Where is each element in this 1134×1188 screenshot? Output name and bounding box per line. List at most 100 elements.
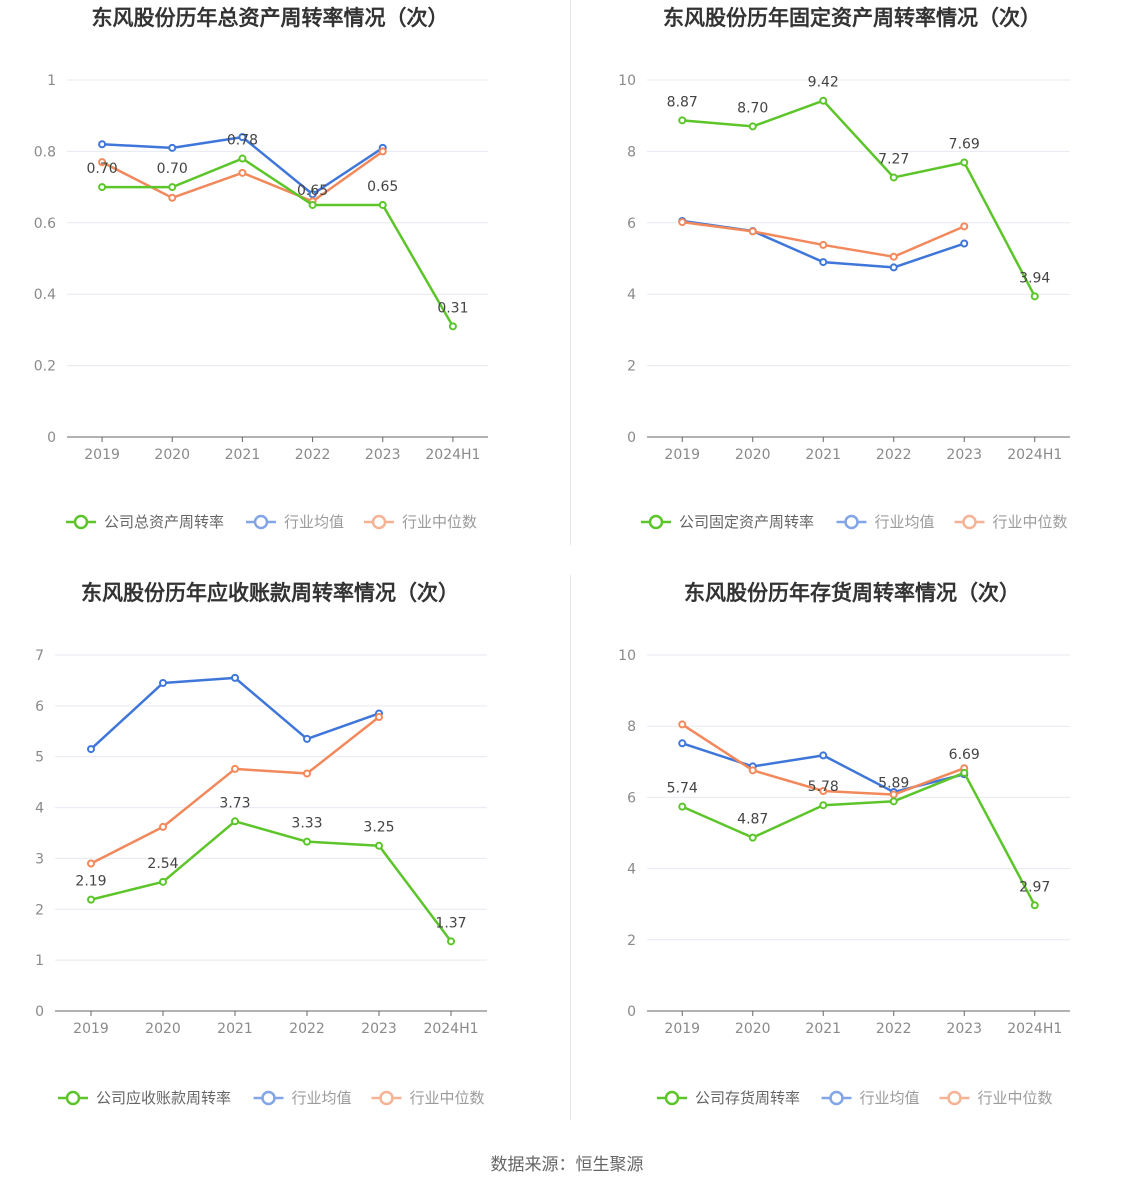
data-point-company (1030, 292, 1039, 301)
data-point-company (375, 841, 383, 850)
y-tick-label: 5 (35, 750, 44, 766)
y-tick-label: 1 (35, 953, 44, 969)
y-tick-label: 8 (627, 144, 636, 160)
data-label: 0.78 (227, 133, 258, 149)
data-point-company (231, 817, 239, 826)
x-tick-label: 2024H1 (425, 447, 480, 463)
data-point-median (748, 766, 757, 775)
y-tick-label: 4 (627, 287, 636, 303)
chart-panel-inventory-turnover: 东风股份历年存货周转率情况（次） 0 2 4 6 8 10 2019 2020 2021 2022 2… (567, 575, 1134, 1125)
x-tick-label: 2021 (805, 1021, 841, 1037)
data-point-company (238, 154, 247, 163)
data-point-company (889, 173, 898, 182)
x-tick-label: 2022 (289, 1021, 325, 1037)
series-line-company (681, 771, 1036, 906)
legend-label: 公司存货周转率 (695, 1089, 800, 1107)
data-point-company (678, 116, 687, 125)
data-point-company (448, 322, 457, 331)
data-point-median (748, 227, 757, 236)
data-label: 0.70 (86, 161, 117, 177)
data-point-company (748, 833, 757, 842)
series-line-median (682, 220, 965, 258)
legend-marker (962, 514, 977, 530)
data-point-company (748, 122, 757, 131)
series-line-median (90, 716, 380, 865)
data-label: 8.70 (737, 100, 768, 116)
data-point-company (678, 802, 687, 811)
data-point-median (378, 147, 387, 156)
y-tick-label: 0.8 (34, 144, 56, 160)
chart-title: 东风股份历年存货周转率情况（次） (684, 581, 1020, 605)
data-point-median (819, 786, 828, 795)
y-tick-label: 4 (627, 862, 636, 878)
x-tick-label: 2020 (154, 447, 190, 463)
chart-title: 东风股份历年总资产周转率情况（次） (92, 6, 449, 30)
data-point-avg (238, 133, 247, 142)
data-label: 2.54 (147, 856, 178, 872)
legend-label: 行业均值 (292, 1089, 352, 1107)
x-tick-label: 2024H1 (1007, 1021, 1062, 1037)
data-point-median (87, 859, 95, 868)
y-tick-label: 4 (35, 801, 44, 817)
data-point-company (960, 158, 969, 167)
legend-item-median: 行业中位数 (371, 1089, 485, 1107)
legend-marker (371, 514, 387, 530)
x-tick-label: 2021 (217, 1021, 253, 1037)
y-tick-label: 10 (618, 73, 636, 89)
data-point-avg (231, 673, 239, 682)
chart-svg-3: 东风股份历年存货周转率情况（次） 0 2 4 6 8 10 2019 2020 2021 2022 2… (618, 581, 1070, 1107)
x-tick-label: 2021 (225, 447, 261, 463)
series-line-avg (90, 676, 380, 751)
legend-item-avg: 行业均值 (246, 513, 344, 531)
y-tick-label: 0 (627, 430, 636, 446)
data-point-avg (889, 263, 898, 272)
y-tick-label: 0 (627, 1004, 636, 1020)
x-tick-label: 2022 (876, 1021, 912, 1037)
y-tick-label: 8 (627, 719, 636, 735)
data-point-median (231, 764, 239, 773)
legend-item-median: 行业中位数 (954, 513, 1068, 531)
legend-item-median: 行业中位数 (939, 1089, 1053, 1107)
data-label: 8.87 (667, 94, 698, 110)
legend-item-company: 公司存货周转率 (657, 1089, 800, 1107)
data-label: 0.65 (367, 179, 398, 195)
x-tick-label: 2022 (876, 447, 912, 463)
legend-label: 行业均值 (875, 513, 935, 531)
y-tick-label: 10 (618, 648, 636, 664)
data-label: 3.25 (363, 820, 394, 836)
legend-marker (664, 1090, 680, 1106)
data-label: 0.31 (437, 300, 468, 316)
legend-marker (65, 1090, 81, 1106)
x-tick-label: 2022 (295, 447, 331, 463)
x-tick-label: 2023 (946, 447, 982, 463)
y-tick-label: 6 (627, 216, 636, 232)
data-point-avg (87, 745, 95, 754)
data-point-company (1030, 901, 1039, 910)
y-tick-label: 2 (627, 359, 636, 375)
x-tick-label: 2019 (84, 447, 120, 463)
data-label: 0.70 (157, 161, 188, 177)
legend-item-avg: 行业均值 (821, 1089, 920, 1107)
legend-label: 公司固定资产周转率 (679, 513, 814, 531)
x-tick-label: 2024H1 (423, 1021, 478, 1037)
data-point-median (678, 218, 687, 227)
data-point-company (303, 837, 311, 846)
data-point-company (960, 768, 969, 777)
chart-svg-2: 东风股份历年应收账款周转率情况（次） 0 1 2 3 4 5 6 7 2019 2020 2021 20… (35, 581, 487, 1107)
y-tick-label: 7 (35, 648, 44, 664)
y-tick-label: 1 (47, 73, 56, 89)
data-point-avg (303, 734, 311, 743)
data-label: 4.87 (737, 812, 768, 828)
data-point-median (819, 240, 828, 249)
series-line-company (682, 99, 1036, 297)
data-label: 0.65 (297, 183, 328, 199)
data-label: 3.33 (291, 816, 322, 832)
data-label: 9.42 (808, 75, 839, 91)
data-point-company (447, 937, 455, 946)
legend-label: 公司应收账款周转率 (96, 1089, 231, 1107)
y-tick-label: 0 (47, 430, 56, 446)
y-tick-label: 0.4 (34, 287, 56, 303)
x-tick-label: 2023 (365, 447, 401, 463)
data-label: 5.89 (878, 775, 909, 791)
x-tick-label: 2019 (664, 447, 700, 463)
